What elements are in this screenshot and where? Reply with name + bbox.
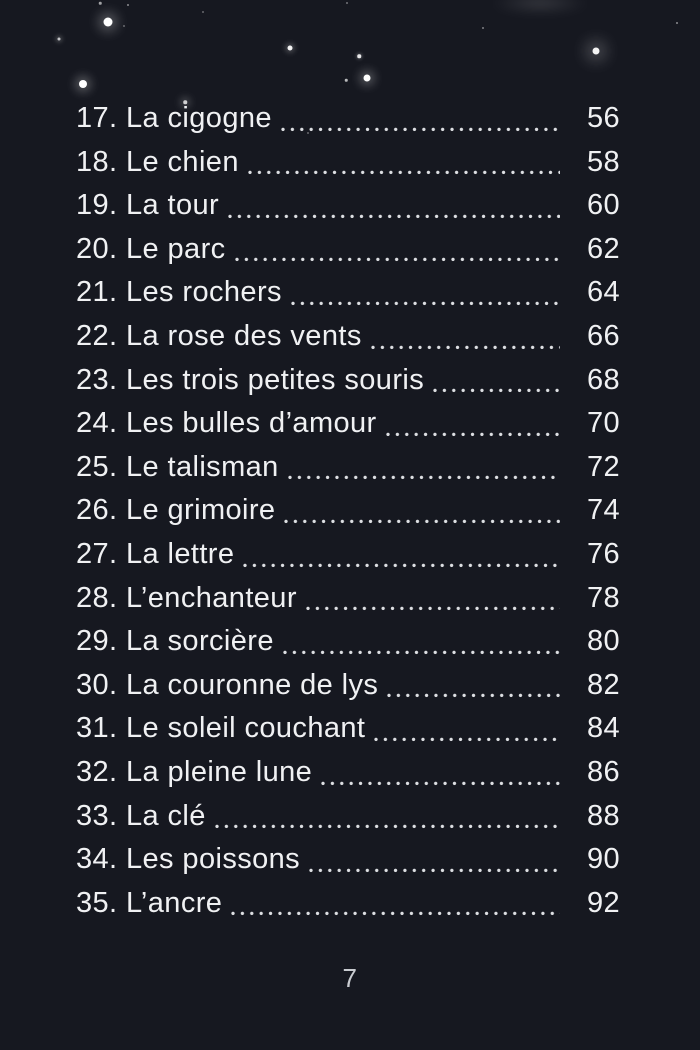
toc-entry-title: La lettre: [126, 537, 235, 570]
toc-entry: 21. Les rochers 64: [76, 271, 620, 315]
toc-entry-page: 90: [586, 843, 620, 876]
toc-entry-title: La sorcière: [126, 625, 274, 658]
toc-entry: 17. La cigogne 56: [76, 97, 620, 141]
toc-entry-title: Les poissons: [126, 843, 301, 876]
toc-entry-title: La couronne de lys: [126, 668, 379, 701]
toc-entry-number: 32.: [76, 755, 118, 788]
toc-entry-title: Les bulles d’amour: [126, 407, 377, 440]
toc-entry-page: 68: [586, 363, 620, 396]
toc-entry-number: 22.: [76, 319, 118, 352]
toc-entry: 25. Le talisman 72: [76, 446, 620, 490]
toc-list: 17. La cigogne 56 18. Le chien 58 19. La…: [76, 97, 620, 926]
leader-dots: [284, 518, 560, 524]
toc-entry-number: 19.: [76, 189, 118, 222]
toc-entry-title: L’enchanteur: [126, 581, 297, 614]
toc-entry-title: Le parc: [126, 232, 226, 265]
leader-dots: [247, 170, 560, 176]
toc-entry-page: 92: [586, 886, 620, 919]
toc-entry-page: 80: [586, 625, 620, 658]
toc-entry-title: La cigogne: [126, 102, 272, 134]
toc-entry: 20. Le parc 62: [76, 228, 620, 272]
toc-entry-number: 20.: [76, 232, 118, 265]
toc-entry-number: 24.: [76, 407, 118, 440]
toc-entry-page: 56: [586, 102, 620, 134]
toc-entry-number: 33.: [76, 799, 118, 832]
toc-entry: 32. La pleine lune 86: [76, 751, 620, 795]
toc-entry: 29. La sorcière 80: [76, 620, 620, 664]
toc-entry-page: 74: [586, 494, 620, 527]
leader-dots: [305, 606, 560, 612]
toc-entry-number: 21.: [76, 276, 118, 309]
toc-entry-page: 70: [586, 407, 620, 440]
leader-dots: [433, 388, 560, 394]
toc-entry-page: 78: [586, 581, 620, 614]
toc-entry-number: 25.: [76, 450, 118, 483]
toc-entry: 18. Le chien 58: [76, 141, 620, 185]
leader-dots: [287, 475, 560, 481]
leader-dots: [385, 431, 560, 437]
leader-dots: [321, 780, 560, 786]
toc-entry-page: 76: [586, 537, 620, 570]
toc-entry-number: 31.: [76, 712, 118, 745]
toc-entry-number: 23.: [76, 363, 118, 396]
toc-entry-number: 30.: [76, 668, 118, 701]
toc-entry-title: L’ancre: [126, 886, 223, 919]
toc-entry-page: 86: [586, 755, 620, 788]
toc-entry: 23. Les trois petites souris 68: [76, 359, 620, 403]
leader-dots: [387, 693, 560, 699]
toc-entry-number: 17.: [76, 102, 118, 134]
toc-entry: 33. La clé 88: [76, 795, 620, 839]
toc-entry-number: 29.: [76, 625, 118, 658]
leader-dots: [228, 213, 560, 219]
toc-entry-page: 84: [586, 712, 620, 745]
toc-entry: 35. L’ancre 92: [76, 882, 620, 926]
toc-entry-title: Le soleil couchant: [126, 712, 366, 745]
toc-entry-page: 62: [586, 232, 620, 265]
toc-entry-page: 82: [586, 668, 620, 701]
leader-dots: [370, 344, 560, 350]
toc-entry-number: 26.: [76, 494, 118, 527]
leader-dots: [214, 824, 560, 830]
leader-dots: [243, 562, 560, 568]
leader-dots: [309, 867, 560, 873]
leader-dots: [282, 649, 560, 655]
toc-entry-page: 66: [586, 319, 620, 352]
toc-entry-number: 34.: [76, 843, 118, 876]
toc-entry-number: 28.: [76, 581, 118, 614]
leader-dots: [280, 126, 560, 132]
toc-entry-title: Le talisman: [126, 450, 279, 483]
toc-entry-page: 64: [586, 276, 620, 309]
toc-entry-title: Les trois petites souris: [126, 363, 425, 396]
toc-entry-title: La pleine lune: [126, 755, 313, 788]
toc-entry-title: Les rochers: [126, 276, 282, 309]
toc-entry: 31. Le soleil couchant 84: [76, 707, 620, 751]
toc-entry-number: 27.: [76, 537, 118, 570]
toc-entry: 30. La couronne de lys 82: [76, 664, 620, 708]
toc-entry-page: 88: [586, 799, 620, 832]
toc-entry-page: 58: [586, 145, 620, 178]
toc-entry-title: La tour: [126, 189, 220, 222]
toc-entry: 26. Le grimoire 74: [76, 489, 620, 533]
toc-entry-title: La clé: [126, 799, 206, 832]
toc-entry-title: Le chien: [126, 145, 239, 178]
toc-entry-title: La rose des vents: [126, 319, 362, 352]
page-number: 7: [342, 963, 358, 993]
leader-dots: [290, 300, 560, 306]
leader-dots: [374, 736, 560, 742]
toc-entry: 27. La lettre 76: [76, 533, 620, 577]
toc-entry: 28. L’enchanteur 78: [76, 577, 620, 621]
toc-entry-number: 18.: [76, 145, 118, 178]
toc-entry-title: Le grimoire: [126, 494, 276, 527]
toc-entry: 22. La rose des vents 66: [76, 315, 620, 359]
toc-entry: 34. Les poissons 90: [76, 838, 620, 882]
leader-dots: [231, 911, 560, 917]
toc-entry-number: 35.: [76, 886, 118, 919]
toc-entry: 24. Les bulles d’amour 70: [76, 402, 620, 446]
leader-dots: [234, 257, 560, 263]
toc-entry-page: 72: [586, 450, 620, 483]
toc-entry-page: 60: [586, 189, 620, 222]
toc-entry: 19. La tour 60: [76, 184, 620, 228]
